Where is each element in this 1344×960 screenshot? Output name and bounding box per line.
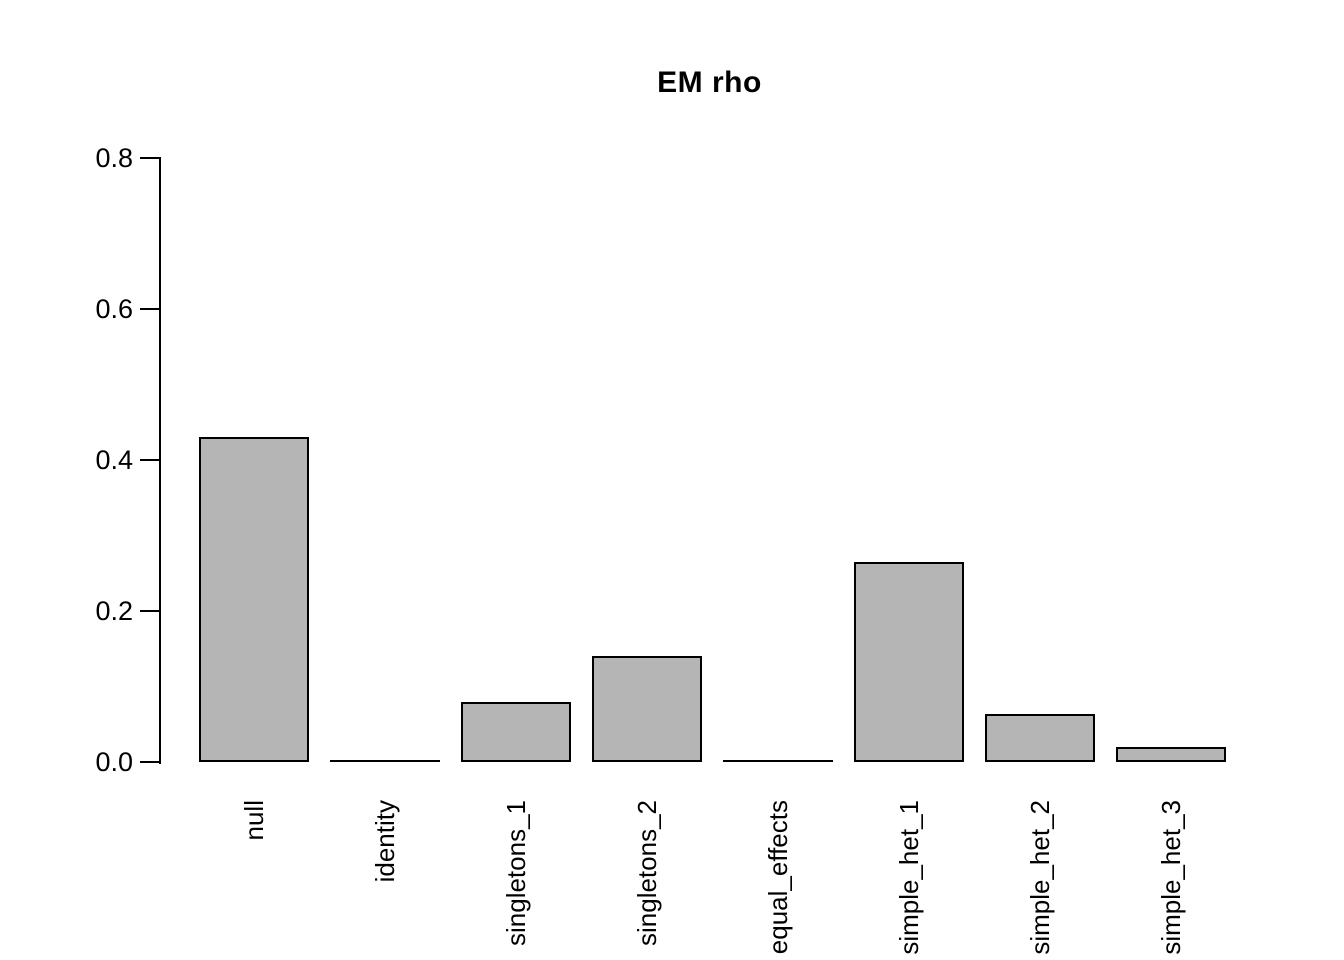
y-tick-mark	[140, 308, 160, 310]
bar	[199, 437, 309, 762]
x-category-label-text: equal_effects	[763, 800, 793, 955]
y-tick-mark	[140, 761, 160, 763]
x-category-label-text: null	[239, 800, 269, 841]
x-category-label-text: identity	[370, 800, 400, 883]
bar	[854, 562, 964, 762]
x-category-label-text: singletons_2	[632, 800, 662, 946]
bar	[985, 714, 1095, 762]
y-tick-label: 0.4	[95, 445, 133, 475]
bar	[1116, 747, 1226, 762]
y-tick-label: 0.8	[95, 143, 133, 173]
bar	[592, 656, 702, 762]
x-category-label: singletons_1	[501, 800, 531, 946]
x-category-label: equal_effects	[763, 800, 793, 954]
x-category-label: null	[239, 800, 269, 840]
y-tick-mark	[140, 459, 160, 461]
x-category-label: singletons_2	[632, 800, 662, 946]
bar	[330, 760, 440, 762]
y-tick-label: 0.2	[95, 596, 133, 626]
y-tick-label: 0.6	[95, 294, 133, 324]
y-tick-label: 0.0	[95, 747, 133, 777]
y-axis-line	[159, 157, 161, 764]
x-category-label: simple_het_3	[1156, 800, 1186, 955]
bar	[723, 760, 833, 762]
x-category-label: simple_het_1	[894, 800, 924, 955]
chart-title: EM rho	[657, 66, 762, 99]
x-category-label-text: singletons_1	[501, 800, 531, 946]
x-category-label-text: simple_het_3	[1156, 800, 1186, 955]
x-category-label: simple_het_2	[1025, 800, 1055, 955]
y-tick-mark	[140, 610, 160, 612]
y-tick-mark	[140, 157, 160, 159]
x-category-label-text: simple_het_2	[1025, 800, 1055, 955]
bar	[461, 702, 571, 762]
x-category-label: identity	[370, 800, 400, 882]
x-category-label-text: simple_het_1	[894, 800, 924, 955]
